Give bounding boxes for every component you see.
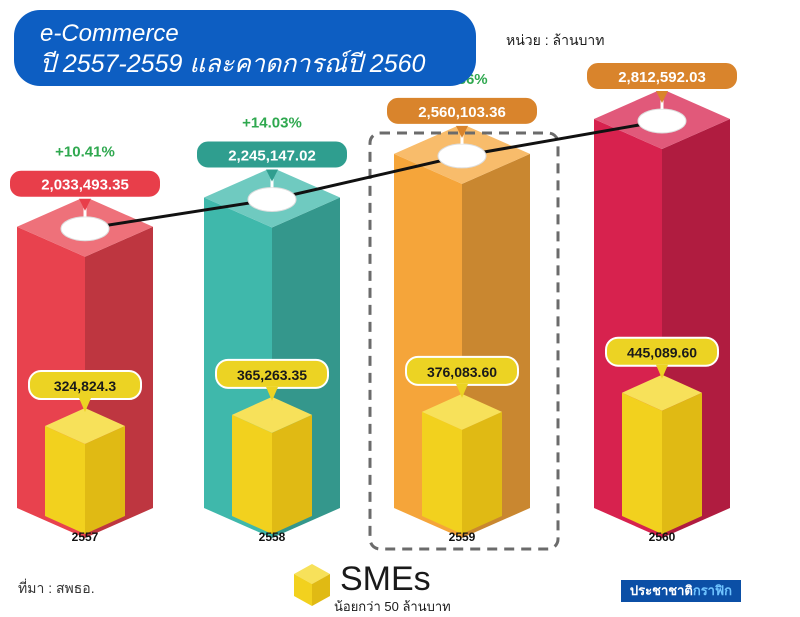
total-callout-pointer [78,196,92,211]
total-value-label: 2,560,103.36 [418,104,506,121]
sme-bar-right-face [85,426,125,534]
total-value-label: 2,033,493.35 [41,177,129,194]
sme-legend-icon [294,564,330,606]
growth-label: +10.41% [55,144,115,161]
brand-main: ประชาชาติ [629,583,693,598]
trend-point [247,186,297,212]
title-banner: e-Commerce ปี 2557-2559 และคาดการณ์ปี 25… [14,10,476,86]
total-callout-pointer [455,123,469,138]
sme-callout-pointer [266,386,278,401]
x-tick-label: 2557 [72,530,99,544]
sme-value-label: 324,824.3 [54,378,116,394]
chart-title: e-Commerce [40,20,179,47]
sme-callout-pointer [656,364,668,379]
sme-bar-left-face [622,392,662,534]
sme-bar-right-face [462,411,502,534]
sme-bar-right-face [662,392,702,534]
sme-value-label: 445,089.60 [627,345,697,361]
sme-value-label: 376,083.60 [427,364,497,380]
total-callout-pointer [655,88,669,103]
sme-bar-top-face [622,374,702,411]
x-tick-label: 2559 [449,530,476,544]
trend-line [84,119,663,231]
growth-label: +14.03% [242,114,302,131]
sme-bar-left-face [45,426,85,534]
source-note: ที่มา : สพธอ. [18,580,95,596]
sme-value-label: 365,263.35 [237,367,307,383]
brand-accent: กราฟิก [692,583,733,598]
total-value-callout [195,139,349,170]
sme-bar-left-face [422,411,462,534]
total-value-label: 2,245,147.02 [228,147,316,164]
sme-callout-pointer [79,398,91,413]
sme-callout-pointer [456,383,468,398]
sme-bar-top-face [45,408,125,445]
trend-point [60,216,110,242]
brand-logo: ประชาชาติกราฟิก [621,580,741,602]
total-value-label: 2,812,592.03 [618,69,706,86]
total-value-callout [585,60,739,91]
highlight-box [368,131,560,551]
sme-bar-right-face [272,414,312,534]
sme-bar-top-face [422,393,502,430]
sme-bar-left-face [232,414,272,534]
total-value-callout [8,168,162,199]
sme-bar-top-face [232,396,312,433]
legend-label: SMEs [340,560,431,598]
trend-point [637,108,687,134]
x-tick-label: 2560 [649,530,676,544]
total-callout-pointer [265,167,279,182]
x-tick-label: 2558 [259,530,286,544]
legend-sublabel: น้อยกว่า 50 ล้านบาท [334,599,451,614]
chart-subtitle: ปี 2557-2559 และคาดการณ์ปี 2560 [40,50,426,78]
unit-label: หน่วย : ล้านบาท [506,32,605,48]
total-value-callout [385,95,539,126]
trend-point [437,143,487,169]
